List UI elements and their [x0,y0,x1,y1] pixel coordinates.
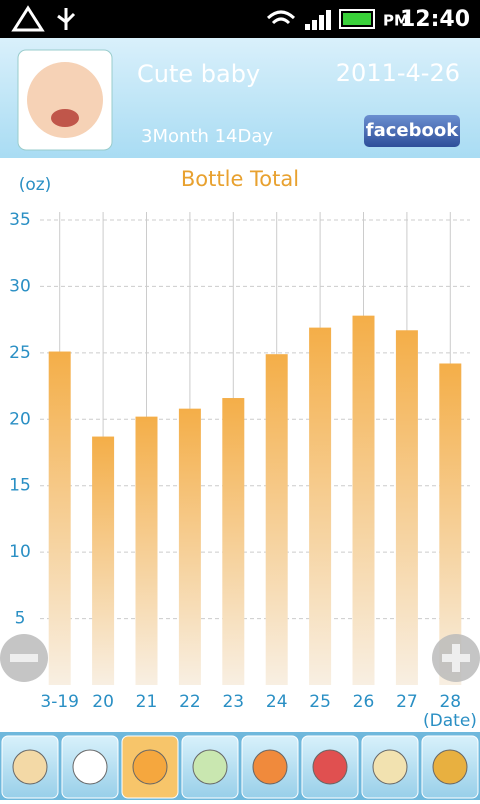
warning-icon [11,5,45,32]
battery-icon [339,9,375,29]
x-tick-label: 25 [309,692,331,712]
baby-face [27,62,103,138]
status-ampm: PM [383,12,409,30]
baby-mouth [51,109,79,127]
y-tick-label: 10 [9,542,31,562]
bar [222,398,245,685]
x-tick-label: 28 [439,692,461,712]
baby-age: 3Month 14Day [141,126,273,147]
x-tick-label: 26 [353,692,375,712]
y-axis-label: (oz) [19,175,52,195]
x-tick-label: 20 [92,692,114,712]
x-tick-label: 3-19 [40,692,79,712]
status-time: 12:40 [400,7,470,32]
y-tick-label: 35 [9,210,31,230]
y-tick-label: 5 [15,609,26,629]
bar [439,363,462,685]
toolbar-icon [432,749,468,785]
x-tick-label: 22 [179,692,201,712]
x-tick-label: 23 [222,692,244,712]
bar [352,315,375,685]
toolbar-icon [252,749,288,785]
baby-name: Cute baby [137,60,260,88]
x-axis-label: (Date) [423,711,477,731]
toolbar-icon [192,749,228,785]
y-tick-label: 20 [9,409,31,429]
minus-icon [10,654,38,662]
toolbar-icon [12,749,48,785]
plus-icon [442,644,470,672]
x-tick-label: 24 [266,692,288,712]
toolbar-icon [132,749,168,785]
signal-icon [305,10,331,30]
battery-level [343,13,371,25]
header-date: 2011-4-26 [336,59,460,87]
toolbar-icon [312,749,348,785]
facebook-button[interactable] [364,115,460,147]
toolbar-icons [1,735,479,799]
x-tick-label: 27 [396,692,418,712]
status-bar [0,0,480,38]
y-tick-label: 15 [9,476,31,496]
bar [178,408,201,685]
bar [309,327,332,685]
y-tick-label: 25 [9,343,31,363]
usb-icon [57,8,76,30]
toolbar-icon [372,749,408,785]
toolbar-icon [72,749,108,785]
y-tick-label: 30 [9,276,31,296]
x-tick-label: 21 [136,692,158,712]
bar [395,330,418,685]
facebook-label: facebook [366,120,459,141]
bar [92,436,115,685]
bar [48,351,71,685]
bar [135,416,158,685]
bar [265,354,288,685]
wifi-icon [266,10,296,25]
chart: 5 10 15 20 25 30 35 3-19 20 21 22 23 24 25 26 27 28 [9,210,470,712]
chart-title: Bottle Total [181,167,299,191]
